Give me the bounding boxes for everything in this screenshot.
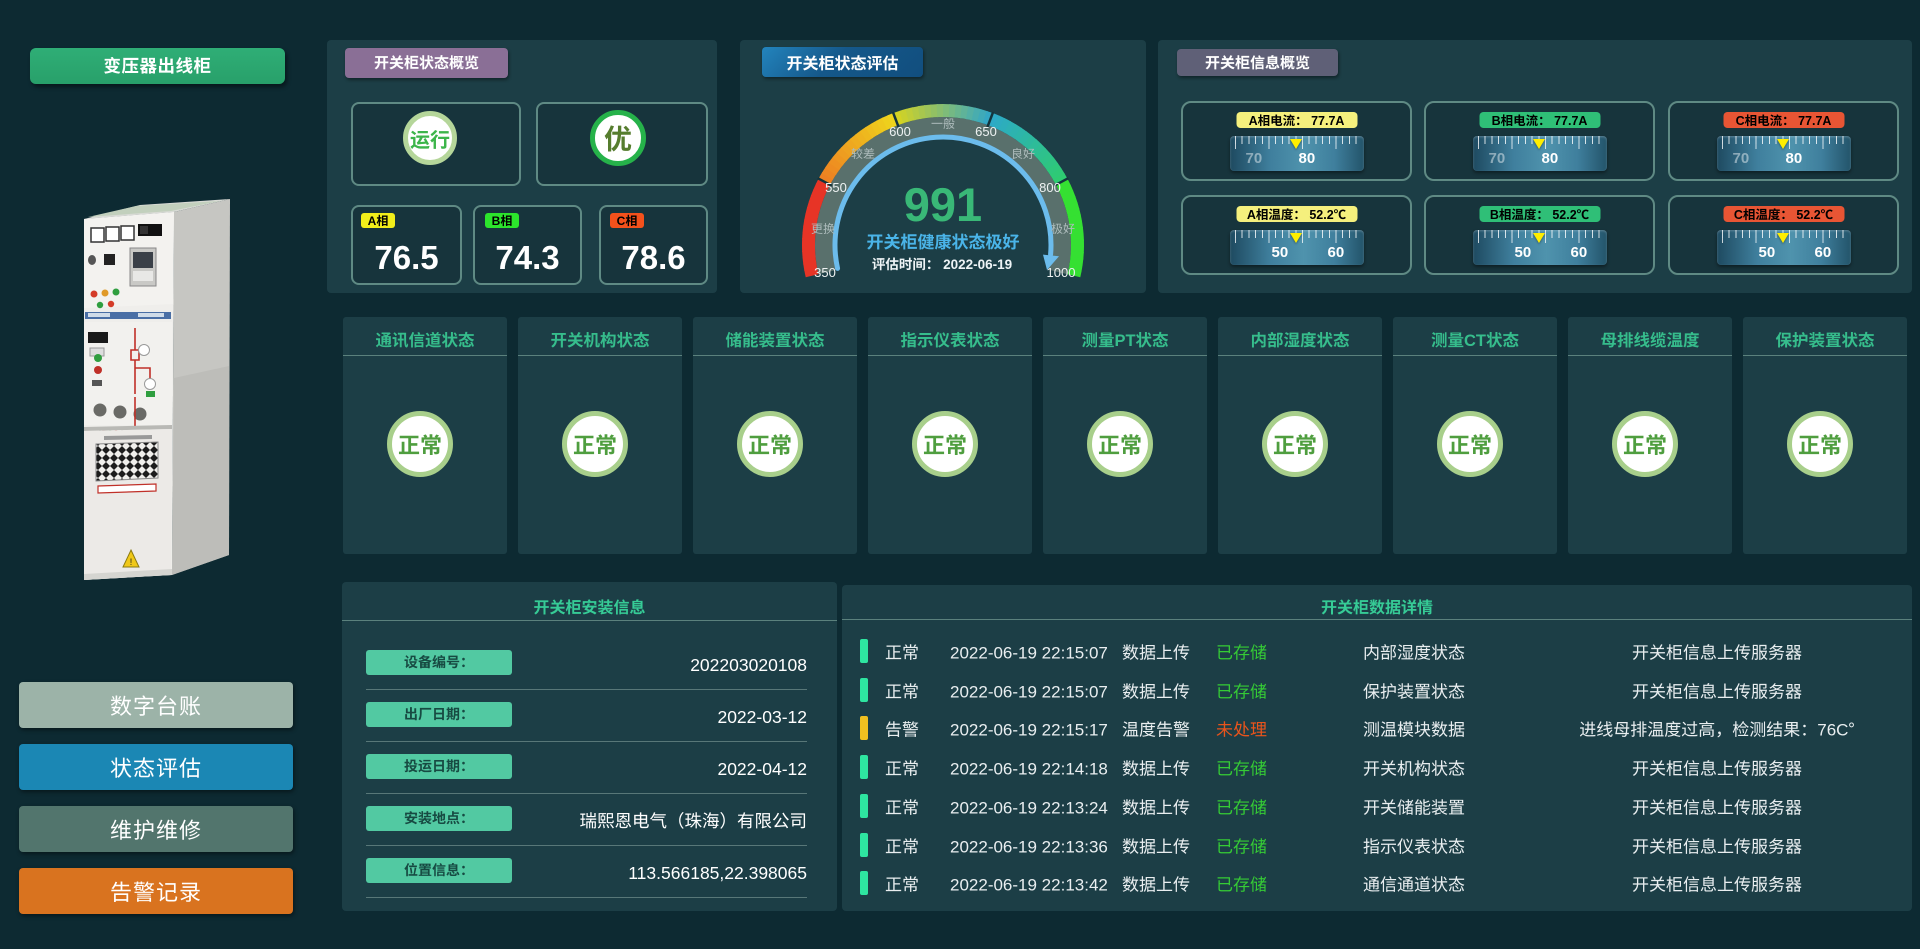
svg-text:600: 600: [889, 121, 911, 140]
svg-text:650: 650: [975, 121, 997, 140]
svg-text:800: 800: [1039, 177, 1061, 196]
svg-text:评估时间： 2022-06-19: 评估时间： 2022-06-19: [872, 253, 1012, 273]
svg-text:良好: 良好: [1011, 145, 1035, 162]
svg-text:极好: 极好: [1051, 220, 1075, 237]
svg-text:550: 550: [825, 177, 847, 196]
svg-text:较差: 较差: [851, 145, 875, 162]
svg-text:991: 991: [904, 178, 982, 231]
svg-text:开关柜健康状态极好: 开关柜健康状态极好: [867, 228, 1020, 253]
svg-text:更换: 更换: [811, 220, 835, 237]
svg-text:!: !: [130, 555, 133, 568]
svg-text:一般: 一般: [931, 115, 955, 132]
svg-text:350: 350: [814, 262, 836, 281]
svg-text:1000: 1000: [1047, 262, 1076, 281]
